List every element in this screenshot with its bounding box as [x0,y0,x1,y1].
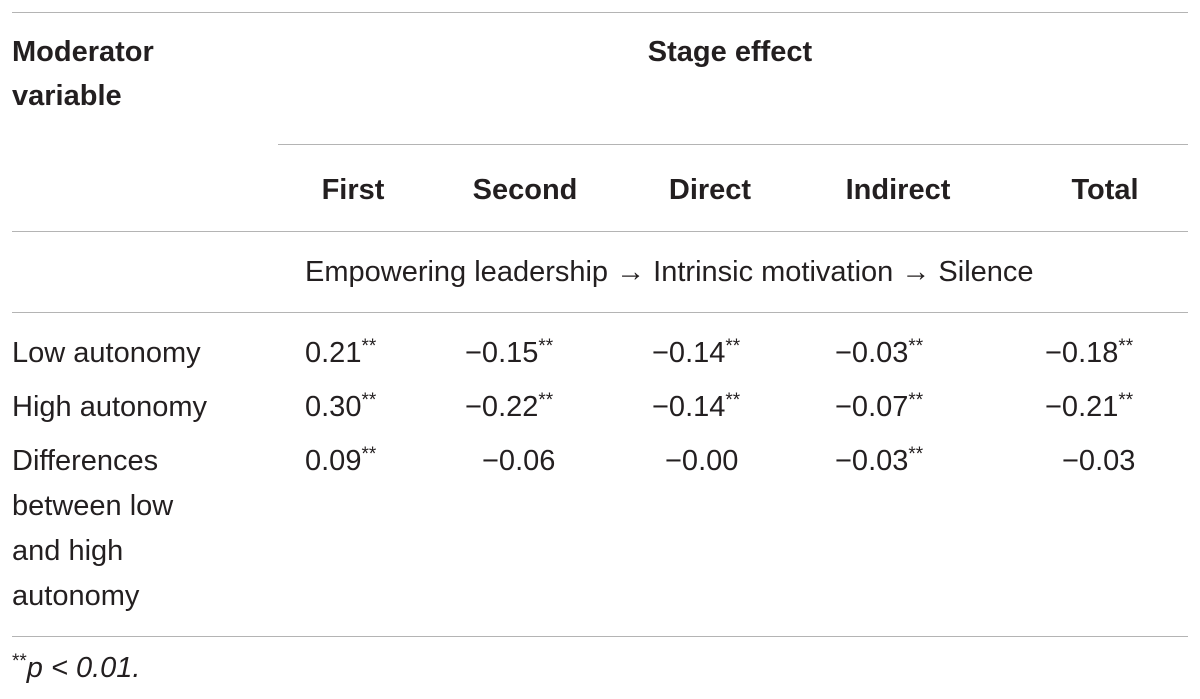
row-label-line: High autonomy [12,391,208,423]
cell-diff-first: 0.09** [305,444,377,477]
row-label-line: Differences [12,445,159,477]
footnote-text: p < 0.01. [26,652,141,684]
group-header: Stage effect [647,36,813,68]
row-label-high-autonomy: High autonomy [12,385,207,429]
row-label-differences: Differences between low and high autonom… [12,439,173,619]
cell-high-second: −0.22** [465,390,554,423]
cell-low-indirect: −0.03** [835,336,924,369]
row-label-line: Low autonomy [12,337,201,369]
cell-low-total: −0.18** [1045,336,1134,369]
table-footnote: **p < 0.01. [12,648,140,688]
cell-diff-total: −0.03 [1062,445,1136,477]
row-label-line: and high [12,535,124,567]
row-label-line: autonomy [12,580,140,612]
path-row: Empowering leadership → Intrinsic motiva… [305,256,1034,288]
path-row-rule [12,312,1188,313]
cell-high-total: −0.21** [1045,390,1134,423]
cell-low-direct: −0.14** [652,336,741,369]
cell-low-second: −0.15** [465,336,554,369]
cell-high-indirect: −0.07** [835,390,924,423]
cell-high-first: 0.30** [305,390,377,423]
cell-diff-direct: −0.00 [665,445,739,477]
stage-effect-rule [278,144,1188,145]
cell-diff-second: −0.06 [482,445,556,477]
cell-high-direct: −0.14** [652,390,741,423]
cell-diff-indirect: −0.03** [835,444,924,477]
column-header-rule [12,231,1188,232]
column-header-total: Total [1071,174,1139,206]
column-header-second: Second [472,174,578,206]
column-header-indirect: Indirect [845,174,951,206]
cell-low-first: 0.21** [305,336,377,369]
moderator-header-line2: variable [12,80,122,112]
footnote-sig-marker: ** [12,651,27,672]
row-label-line: between low [12,490,174,522]
moderator-header: Moderator variable [12,30,154,118]
row-label-low-autonomy: Low autonomy [12,331,201,375]
column-header-first: First [321,174,385,206]
moderator-header-line1: Moderator [12,36,154,68]
top-rule [12,12,1188,13]
bottom-rule [12,636,1188,637]
column-header-direct: Direct [668,174,752,206]
